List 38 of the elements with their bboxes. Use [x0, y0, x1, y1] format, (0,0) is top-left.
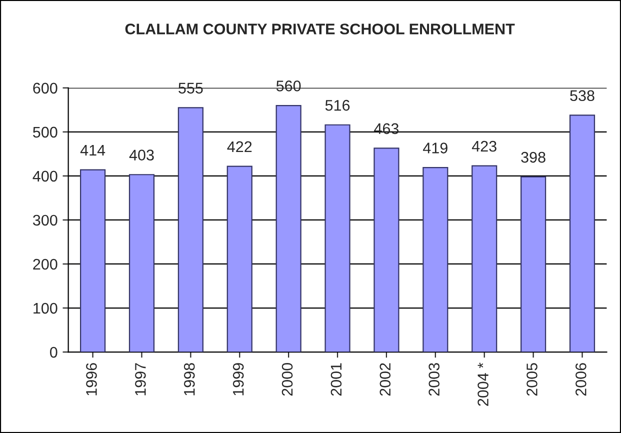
x-tick-label: 1999	[232, 363, 244, 396]
chart-title: CLALLAM COUNTY PRIVATE SCHOOL ENROLLMENT	[125, 24, 515, 34]
data-label: 419	[423, 142, 448, 154]
y-tick-label: 600	[33, 82, 58, 94]
y-tick-label: 0	[50, 346, 58, 358]
data-label: 422	[227, 141, 252, 152]
x-tick-label: 1998	[184, 363, 195, 396]
bar	[178, 107, 204, 352]
bar	[569, 114, 596, 352]
x-tick-label: 1996	[86, 363, 97, 396]
y-tick-label: 400	[32, 170, 58, 182]
x-tick-label: 2001	[330, 363, 342, 396]
y-tick-label: 100	[34, 302, 58, 314]
x-tick-label: 2005	[526, 363, 538, 396]
bar	[520, 176, 546, 352]
x-tick-label: 2004 *	[478, 362, 488, 406]
data-label: 516	[325, 100, 350, 111]
data-label: 398	[521, 152, 546, 163]
bar	[128, 174, 155, 352]
bar	[374, 148, 400, 352]
data-label: 414	[80, 144, 106, 156]
bar	[276, 104, 302, 352]
x-tick-label: 1997	[135, 363, 146, 396]
data-label: 538	[570, 90, 594, 102]
data-label: 403	[129, 150, 154, 160]
y-tick-label: 500	[33, 126, 58, 138]
data-label: 423	[472, 140, 496, 152]
bar	[472, 165, 498, 352]
y-tick-label: 300	[32, 214, 58, 226]
x-tick-label: 2002	[380, 363, 391, 396]
bar	[422, 167, 448, 352]
x-tick-label: 2000	[282, 363, 293, 396]
y-tick-label: 200	[33, 258, 58, 270]
x-tick-label: 2006	[576, 363, 586, 396]
x-tick-label: 2003	[428, 363, 440, 396]
bar	[324, 124, 350, 352]
bar	[226, 166, 252, 352]
bar	[80, 169, 106, 352]
